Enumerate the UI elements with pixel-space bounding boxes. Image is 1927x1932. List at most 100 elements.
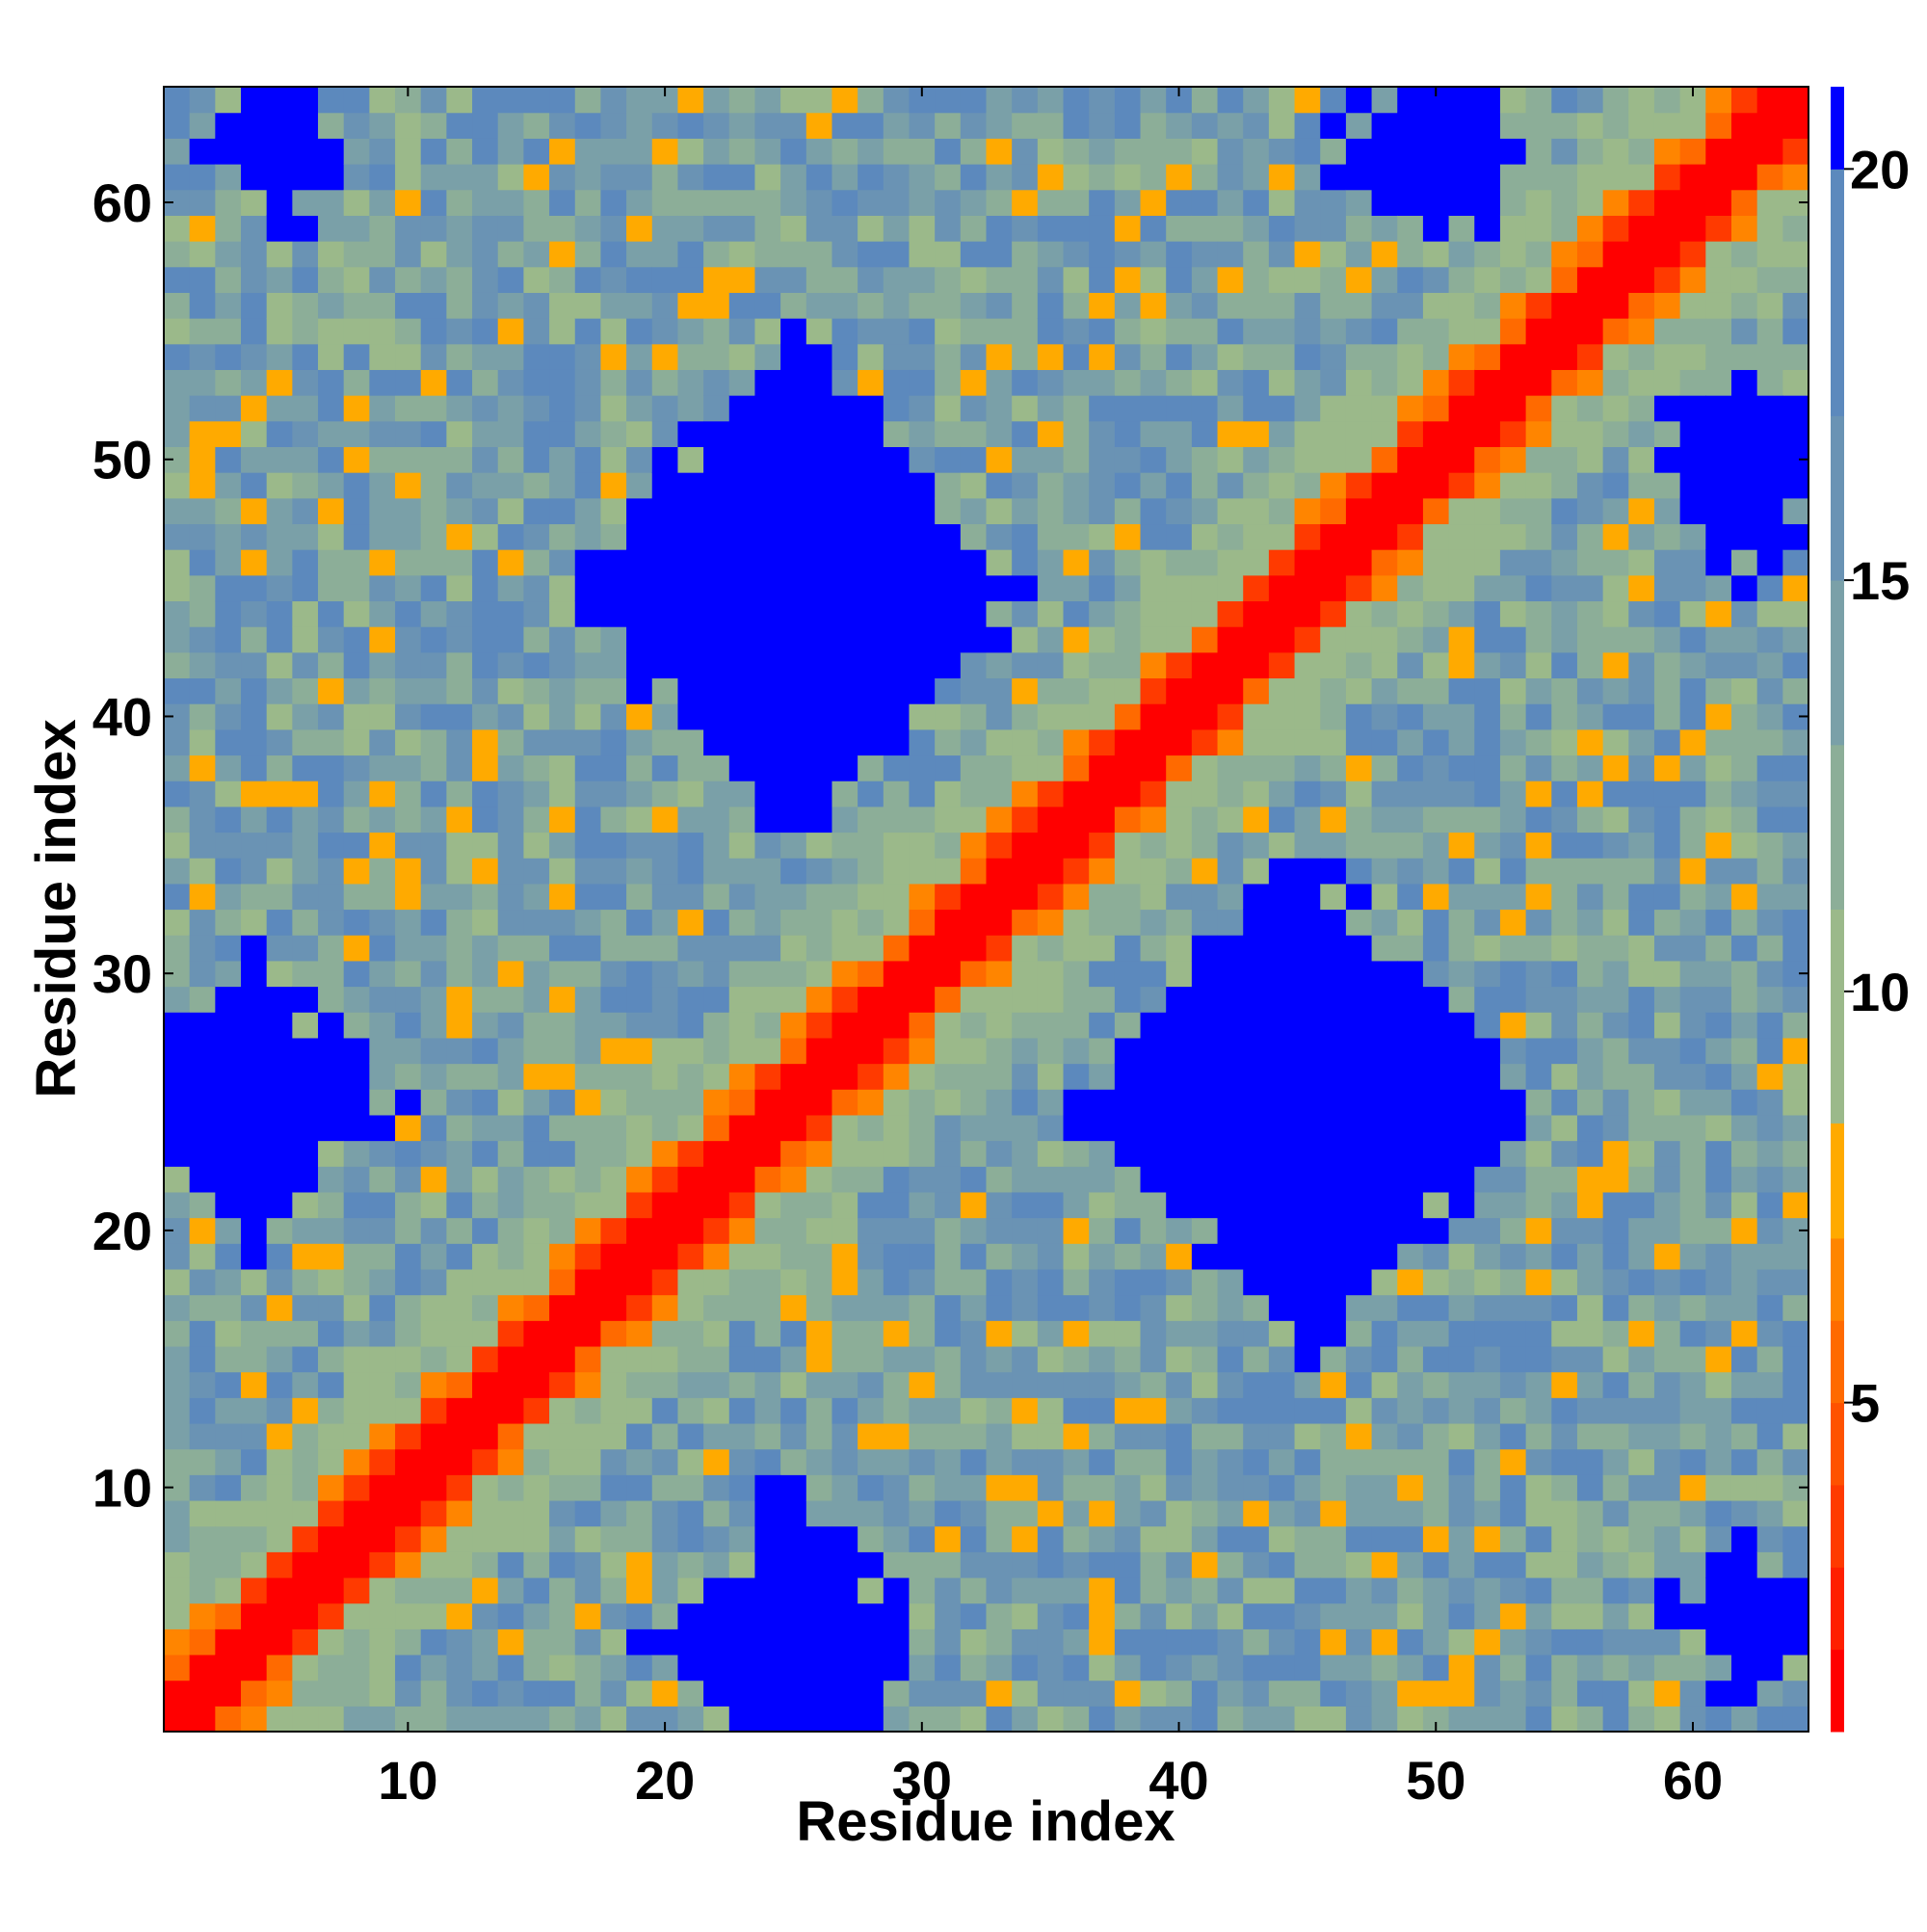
heatmap-cell [728, 164, 756, 191]
heatmap-cell [1730, 189, 1758, 216]
heatmap-cell [626, 1191, 653, 1219]
heatmap-cell [935, 241, 962, 268]
heatmap-cell [420, 832, 447, 859]
heatmap-cell [1089, 1114, 1116, 1142]
heatmap-cell [1525, 1012, 1552, 1039]
heatmap-cell [883, 1706, 911, 1733]
heatmap-cell [780, 1706, 807, 1733]
heatmap-cell [549, 87, 576, 114]
heatmap-cell [343, 781, 370, 807]
heatmap-cell [1679, 1191, 1706, 1219]
colorbar-segment [1831, 415, 1844, 581]
heatmap-cell [1012, 574, 1039, 602]
heatmap-cell [472, 1320, 499, 1347]
heatmap-cell [1730, 806, 1758, 834]
heatmap-cell [1448, 1268, 1475, 1296]
heatmap-cell [1063, 1063, 1090, 1090]
heatmap-cell [1653, 600, 1681, 627]
heatmap-cell [549, 1037, 576, 1065]
heatmap-cell [1243, 549, 1270, 576]
heatmap-cell [600, 1243, 627, 1270]
heatmap-cell [960, 858, 988, 885]
heatmap-cell [1166, 343, 1193, 370]
heatmap-cell [574, 600, 602, 627]
heatmap-cell [626, 1576, 653, 1604]
heatmap-cell [472, 1089, 499, 1116]
heatmap-cell [164, 1114, 191, 1142]
heatmap-cell [728, 858, 756, 885]
heatmap-cell [266, 1371, 293, 1398]
heatmap-cell [805, 1551, 833, 1578]
heatmap-cell [626, 1474, 653, 1501]
heatmap-cell [1063, 1474, 1090, 1501]
heatmap-cell [1499, 1371, 1527, 1398]
heatmap-cell [574, 986, 602, 1013]
heatmap-cell [1037, 1602, 1065, 1629]
heatmap-cell [549, 986, 576, 1013]
heatmap-cell [497, 754, 524, 781]
heatmap-cell [1166, 832, 1193, 859]
heatmap-cell [395, 1499, 422, 1527]
heatmap-cell [1320, 935, 1347, 962]
heatmap-cell [1551, 446, 1578, 473]
heatmap-cell [832, 420, 858, 447]
heatmap-cell [703, 1063, 730, 1090]
heatmap-cell [420, 1166, 447, 1193]
heatmap-cell [395, 292, 422, 319]
heatmap-cell [266, 497, 293, 525]
heatmap-cell [1089, 241, 1116, 268]
heatmap-cell [1397, 1422, 1424, 1450]
heatmap-cell [600, 1448, 627, 1475]
heatmap-cell [164, 369, 191, 396]
heatmap-cell [1397, 600, 1424, 627]
heatmap-cell [677, 832, 704, 859]
heatmap-cell [780, 1474, 807, 1501]
heatmap-cell [1756, 523, 1783, 550]
heatmap-cell [1756, 1012, 1783, 1039]
heatmap-cell [1422, 986, 1450, 1013]
heatmap-cell [935, 600, 962, 627]
heatmap-cell [549, 1114, 576, 1142]
heatmap-cell [1756, 1166, 1783, 1193]
heatmap-cell [472, 1499, 499, 1527]
heatmap-cell [1166, 781, 1193, 807]
heatmap-cell [1371, 1012, 1398, 1039]
heatmap-cell [1448, 87, 1475, 114]
heatmap-cell [1345, 523, 1373, 550]
heatmap-cell [446, 832, 473, 859]
heatmap-cell [497, 1576, 524, 1604]
heatmap-cell [189, 343, 216, 370]
heatmap-cell [754, 1191, 781, 1219]
heatmap-cell [1089, 1422, 1116, 1450]
heatmap-cell [858, 1268, 884, 1296]
heatmap-cell [1679, 395, 1706, 422]
heatmap-cell [1037, 343, 1065, 370]
heatmap-cell [472, 600, 499, 627]
heatmap-cell [1679, 574, 1706, 602]
heatmap-cell [703, 1654, 730, 1681]
heatmap-cell [574, 292, 602, 319]
heatmap-cell [574, 1166, 602, 1193]
heatmap-cell [241, 960, 268, 988]
heatmap-cell [1602, 1114, 1629, 1142]
heatmap-cell [420, 1217, 447, 1244]
heatmap-cell [574, 1551, 602, 1578]
heatmap-cell [754, 1551, 781, 1578]
heatmap-cell [1782, 395, 1809, 422]
heatmap-cell [728, 420, 756, 447]
heatmap-cell [189, 523, 216, 550]
heatmap-cell [241, 266, 268, 293]
heatmap-cell [986, 781, 1013, 807]
heatmap-cell [343, 1680, 370, 1707]
heatmap-cell [1422, 292, 1450, 319]
heatmap-cell [1576, 832, 1604, 859]
heatmap-cell [651, 1448, 679, 1475]
heatmap-cell [549, 215, 576, 242]
heatmap-cell [1140, 728, 1167, 756]
heatmap-cell [1268, 728, 1296, 756]
heatmap-cell [497, 986, 524, 1013]
heatmap-cell [1499, 395, 1527, 422]
heatmap-cell [909, 497, 936, 525]
heatmap-cell [1782, 1602, 1809, 1629]
heatmap-cell [1191, 1140, 1219, 1167]
